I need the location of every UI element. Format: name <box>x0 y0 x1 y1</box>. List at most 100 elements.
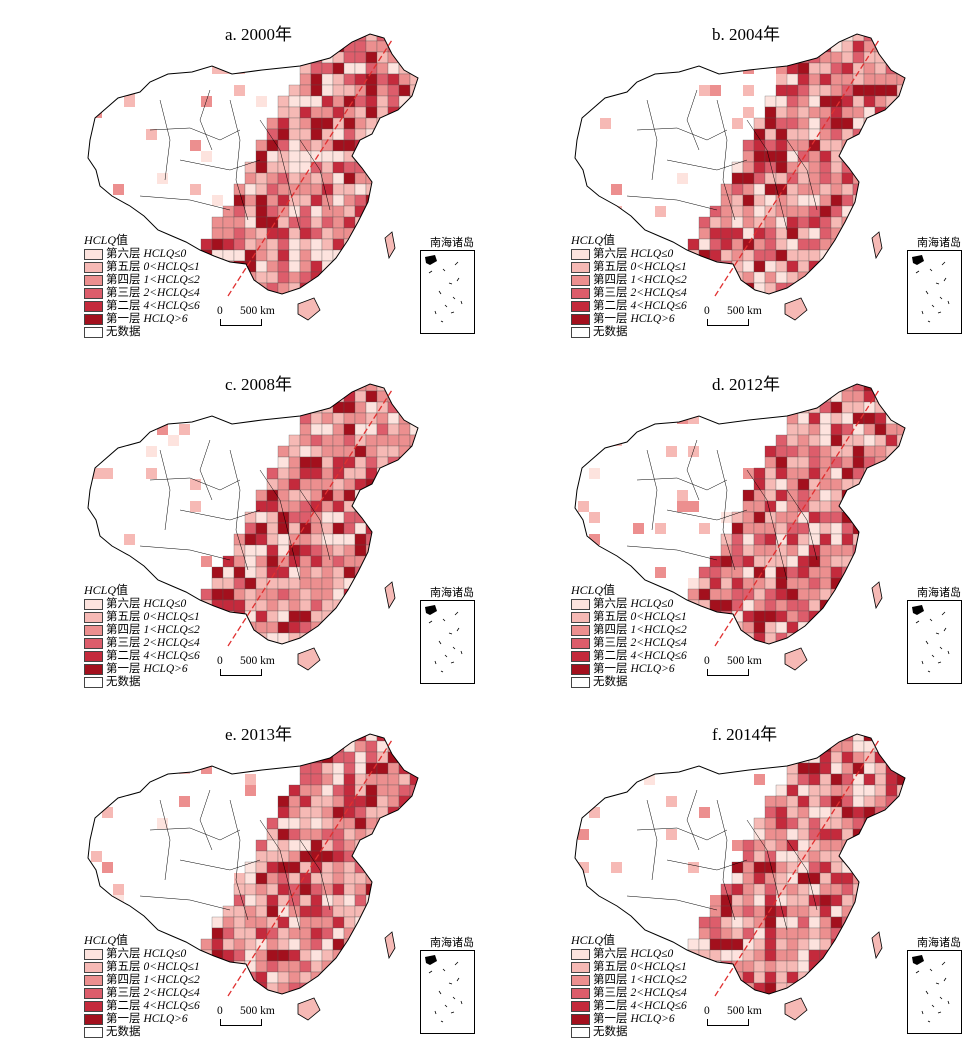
south-china-sea-inset <box>420 250 475 334</box>
legend-swatch <box>571 612 590 623</box>
legend-range-label: 1<HCLQ≤2 <box>143 624 200 636</box>
legend-level-label: 第一层 <box>106 1013 141 1025</box>
legend-range-label: HCLQ≤0 <box>143 948 187 960</box>
panel-title: b. 2004年 <box>712 25 780 44</box>
legend-item-1: 第六层 HCLQ≤0 <box>84 598 200 611</box>
legend-item-3: 第四层 1<HCLQ≤2 <box>571 274 687 287</box>
legend-item-nodata: 无数据 <box>84 676 200 689</box>
china-map <box>87 733 419 1021</box>
legend-item-3: 第四层 1<HCLQ≤2 <box>84 624 200 637</box>
legend-level-label: 第五层 <box>106 611 141 623</box>
legend-swatch <box>571 949 590 960</box>
legend-range-label: 1<HCLQ≤2 <box>143 974 200 986</box>
map-panel-3: c. 2008年 HCLQ值 第六层 HCLQ≤0 第五层 0<HCLQ≤1 第四层 1<… <box>0 350 487 702</box>
panel-title: c. 2008年 <box>225 375 293 394</box>
legend-range-label: 4<HCLQ≤6 <box>143 300 200 312</box>
legend-swatch <box>84 262 103 273</box>
legend-level-label: 第五层 <box>593 261 628 273</box>
legend-swatch <box>84 988 103 999</box>
legend-title: HCLQ值 <box>571 233 616 247</box>
legend-item-3: 第四层 1<HCLQ≤2 <box>571 624 687 637</box>
legend-range-label: 1<HCLQ≤2 <box>143 274 200 286</box>
legend-item-5: 第二层 4<HCLQ≤6 <box>571 650 687 663</box>
legend-level-label: 第六层 <box>106 248 141 260</box>
legend-range-label: 0<HCLQ≤1 <box>143 611 200 623</box>
legend-item-4: 第三层 2<HCLQ≤4 <box>571 637 687 650</box>
legend-swatch <box>571 1001 590 1012</box>
map-legend: HCLQ值 第六层 HCLQ≤0 第五层 0<HCLQ≤1 第四层 1<HCLQ≤2 第三层… <box>571 584 687 689</box>
legend-item-nodata: 无数据 <box>84 1026 200 1039</box>
legend-range-label: 2<HCLQ≤4 <box>630 637 687 649</box>
legend-swatch <box>84 1014 103 1025</box>
legend-level-label: 第三层 <box>106 287 141 299</box>
legend-title: HCLQ值 <box>84 583 129 597</box>
legend-range-label: 1<HCLQ≤2 <box>630 624 687 636</box>
legend-range-label: HCLQ>6 <box>143 663 188 675</box>
legend-swatch <box>571 664 590 675</box>
legend-level-label: 第五层 <box>593 961 628 973</box>
legend-range-label: 1<HCLQ≤2 <box>630 974 687 986</box>
legend-swatch <box>84 975 103 986</box>
legend-level-label: 第二层 <box>593 300 628 312</box>
legend-range-label: 0<HCLQ≤1 <box>143 961 200 973</box>
panel-title: a. 2000年 <box>225 25 293 44</box>
legend-item-3: 第四层 1<HCLQ≤2 <box>84 274 200 287</box>
legend-level-label: 第一层 <box>593 1013 628 1025</box>
legend-range-label: HCLQ>6 <box>630 663 675 675</box>
south-china-sea-inset <box>907 950 962 1034</box>
legend-title: HCLQ值 <box>571 933 616 947</box>
legend-level-label: 第三层 <box>593 987 628 999</box>
legend-item-1: 第六层 HCLQ≤0 <box>571 248 687 261</box>
legend-range-label: 4<HCLQ≤6 <box>630 650 687 662</box>
map-panel-4: d. 2012年 HCLQ值 第六层 HCLQ≤0 第五层 0<HCLQ≤1 第四层 1<… <box>487 350 974 702</box>
legend-range-label: HCLQ>6 <box>143 1013 188 1025</box>
legend-item-6: 第一层 HCLQ>6 <box>571 1013 687 1026</box>
inset-label: 南海诸岛 <box>917 236 961 249</box>
legend-swatch <box>84 275 103 286</box>
legend-title: HCLQ值 <box>571 583 616 597</box>
legend-range-label: 2<HCLQ≤4 <box>630 287 687 299</box>
legend-level-label: 第四层 <box>593 624 628 636</box>
legend-range-label: HCLQ>6 <box>630 1013 675 1025</box>
legend-level-label: 第六层 <box>106 598 141 610</box>
legend-item-6: 第一层 HCLQ>6 <box>84 1013 200 1026</box>
legend-item-nodata: 无数据 <box>571 1026 687 1039</box>
legend-item-5: 第二层 4<HCLQ≤6 <box>84 650 200 663</box>
map-legend: HCLQ值 第六层 HCLQ≤0 第五层 0<HCLQ≤1 第四层 1<HCLQ≤2 第三层… <box>84 584 200 689</box>
legend-level-label: 第三层 <box>593 637 628 649</box>
inset-label: 南海诸岛 <box>430 236 474 249</box>
legend-item-6: 第一层 HCLQ>6 <box>571 313 687 326</box>
legend-swatch <box>84 249 103 260</box>
legend-swatch <box>571 301 590 312</box>
legend-level-label: 第六层 <box>593 248 628 260</box>
south-china-sea-inset <box>420 600 475 684</box>
legend-swatch <box>571 249 590 260</box>
map-legend: HCLQ值 第六层 HCLQ≤0 第五层 0<HCLQ≤1 第四层 1<HCLQ≤2 第三层… <box>571 934 687 1039</box>
china-map <box>87 33 419 321</box>
map-legend: HCLQ值 第六层 HCLQ≤0 第五层 0<HCLQ≤1 第四层 1<HCLQ≤2 第三层… <box>84 234 200 339</box>
south-china-sea-inset <box>907 250 962 334</box>
legend-level-label: 第二层 <box>593 1000 628 1012</box>
legend-swatch <box>84 949 103 960</box>
legend-swatch <box>84 1001 103 1012</box>
legend-item-6: 第一层 HCLQ>6 <box>84 663 200 676</box>
china-map <box>574 733 906 1021</box>
map-panel-6: f. 2014年 HCLQ值 第六层 HCLQ≤0 第五层 0<HCLQ≤1 第四层 1<… <box>487 700 974 1052</box>
legend-item-nodata: 无数据 <box>571 326 687 339</box>
inset-label: 南海诸岛 <box>430 936 474 949</box>
map-legend: HCLQ值 第六层 HCLQ≤0 第五层 0<HCLQ≤1 第四层 1<HCLQ≤2 第三层… <box>84 934 200 1039</box>
legend-level-label: 第四层 <box>106 974 141 986</box>
legend-range-label: HCLQ≤0 <box>143 248 187 260</box>
legend-item-5: 第二层 4<HCLQ≤6 <box>84 1000 200 1013</box>
legend-swatch <box>571 327 590 338</box>
legend-swatch <box>84 677 103 688</box>
legend-swatch <box>84 664 103 675</box>
legend-item-5: 第二层 4<HCLQ≤6 <box>571 1000 687 1013</box>
legend-range-label: 4<HCLQ≤6 <box>630 1000 687 1012</box>
legend-swatch <box>571 262 590 273</box>
legend-swatch <box>84 314 103 325</box>
inset-label: 南海诸岛 <box>917 586 961 599</box>
legend-item-2: 第五层 0<HCLQ≤1 <box>84 611 200 624</box>
legend-item-1: 第六层 HCLQ≤0 <box>571 948 687 961</box>
legend-range-label: 2<HCLQ≤4 <box>143 637 200 649</box>
